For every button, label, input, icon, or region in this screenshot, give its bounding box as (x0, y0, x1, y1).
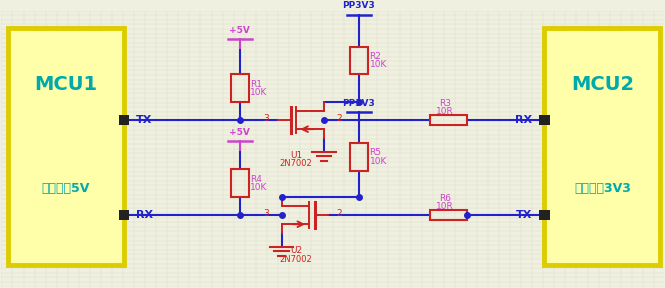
Text: MCU2: MCU2 (571, 75, 634, 94)
Text: 10R: 10R (436, 202, 454, 211)
Bar (118, 115, 129, 125)
Text: 10K: 10K (370, 157, 387, 166)
Bar (539, 115, 550, 125)
Bar (545, 28, 660, 265)
Text: TX: TX (516, 210, 533, 220)
Text: R1: R1 (251, 79, 263, 89)
Text: 10R: 10R (436, 107, 454, 115)
Text: 3: 3 (263, 209, 269, 218)
Text: 10K: 10K (251, 88, 268, 97)
Text: +5V: +5V (229, 128, 250, 137)
Bar (231, 170, 249, 197)
Bar (350, 47, 368, 74)
Text: MCU1: MCU1 (35, 75, 98, 94)
Text: TX: TX (136, 115, 152, 125)
Bar (118, 210, 129, 220)
Text: 10K: 10K (251, 183, 268, 192)
Text: R2: R2 (370, 52, 382, 61)
Bar (8, 28, 124, 265)
Text: RX: RX (136, 210, 153, 220)
Text: 2N7002: 2N7002 (280, 255, 313, 264)
Text: 10K: 10K (370, 60, 387, 69)
Bar (430, 210, 467, 220)
Text: 3: 3 (263, 114, 269, 123)
Text: U2: U2 (290, 246, 302, 255)
Text: RX: RX (515, 115, 533, 125)
Text: PP3V3: PP3V3 (342, 1, 375, 10)
Text: PP3V3: PP3V3 (342, 99, 375, 108)
Text: 2N7002: 2N7002 (280, 160, 313, 168)
Text: 工作电压5V: 工作电压5V (42, 182, 90, 195)
Text: R6: R6 (439, 194, 451, 204)
Text: 2: 2 (336, 114, 342, 123)
Text: R3: R3 (439, 99, 451, 108)
Text: 2: 2 (336, 209, 342, 218)
Bar (539, 210, 550, 220)
Text: +5V: +5V (229, 26, 250, 35)
Text: 工作电压3V3: 工作电压3V3 (574, 182, 631, 195)
Text: R5: R5 (370, 149, 382, 158)
Bar (350, 143, 368, 171)
Text: U1: U1 (290, 151, 302, 160)
Text: R4: R4 (251, 175, 262, 184)
Bar (231, 74, 249, 102)
Bar (430, 115, 467, 125)
